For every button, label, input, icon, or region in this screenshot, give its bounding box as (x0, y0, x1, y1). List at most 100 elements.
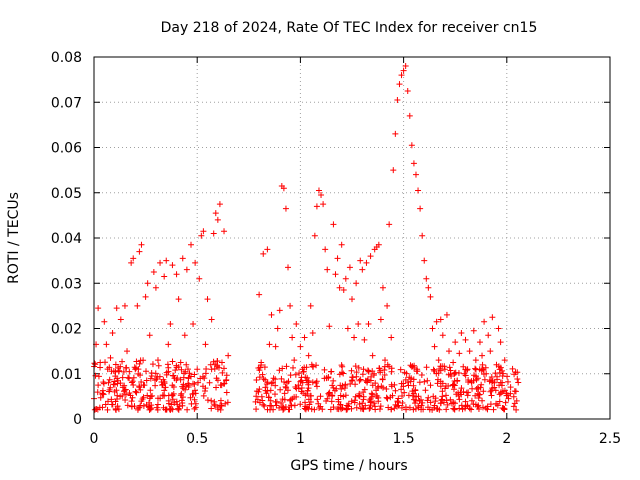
data-point-baseline (329, 382, 336, 389)
data-point-baseline (161, 387, 168, 394)
plot-frame (93, 56, 611, 420)
data-point-baseline (184, 366, 191, 373)
data-point-baseline (303, 404, 310, 411)
data-point-baseline (348, 405, 355, 412)
data-point (190, 320, 197, 327)
data-point-baseline (439, 396, 446, 403)
data-point-baseline (173, 398, 180, 405)
data-point-baseline (460, 363, 467, 370)
data-point (315, 187, 322, 194)
data-point (280, 185, 287, 192)
data-point-baseline (208, 366, 215, 373)
data-point (128, 259, 135, 266)
data-point-baseline (122, 396, 129, 403)
data-point-baseline (106, 376, 113, 383)
data-point (173, 271, 180, 278)
data-point-baseline (200, 392, 207, 399)
y-tick-label: 0.06 (51, 141, 82, 157)
data-point-baseline (301, 364, 308, 371)
data-point-baseline (214, 406, 221, 413)
data-point-baseline (136, 360, 143, 367)
data-point-baseline (195, 379, 202, 386)
data-point (441, 366, 448, 373)
data-point-baseline (372, 380, 379, 387)
data-point (340, 287, 347, 294)
data-point-baseline (117, 363, 124, 370)
data-point-baseline (110, 381, 117, 388)
grid (94, 57, 610, 419)
data-point-baseline (398, 386, 405, 393)
data-point-baseline (124, 402, 131, 409)
data-point-baseline (133, 358, 140, 365)
data-point (402, 63, 409, 70)
data-point (456, 350, 463, 357)
data-point-baseline (450, 381, 457, 388)
data-point-baseline (364, 367, 371, 374)
data-point-baseline (338, 406, 345, 413)
data-point-baseline (159, 392, 166, 399)
data-point-baseline (283, 363, 290, 370)
data-point-baseline (313, 383, 320, 390)
data-point-baseline (500, 370, 507, 377)
data-point-baseline (447, 367, 454, 374)
data-point (225, 352, 232, 359)
data-point-baseline (415, 404, 422, 411)
data-point (109, 330, 116, 337)
data-point-baseline (495, 363, 502, 370)
data-point-baseline (443, 397, 450, 404)
data-point-baseline (262, 376, 269, 383)
data-point (272, 343, 279, 350)
data-point-baseline (328, 368, 335, 375)
data-point (200, 228, 207, 235)
data-point-baseline (348, 398, 355, 405)
data-point (212, 210, 219, 217)
data-point-baseline (217, 397, 224, 404)
data-point (338, 241, 345, 248)
data-point-baseline (366, 405, 373, 412)
data-point (285, 264, 292, 271)
data-point (107, 354, 114, 361)
data-point-baseline (143, 377, 150, 384)
data-point-baseline (359, 371, 366, 378)
data-point-baseline (170, 383, 177, 390)
data-point-baseline (223, 376, 230, 383)
data-point-baseline (126, 368, 133, 375)
data-point-baseline (431, 367, 438, 374)
data-point-baseline (128, 379, 135, 386)
data-point-baseline (309, 363, 316, 370)
data-point-baseline (210, 358, 217, 365)
data-point-baseline (271, 391, 278, 398)
data-point (142, 293, 149, 300)
data-point-baseline (297, 401, 304, 408)
data-point (435, 357, 442, 364)
data-point (479, 352, 486, 359)
data-point-baseline (95, 373, 102, 380)
data-point-baseline (429, 406, 436, 413)
data-point-baseline (337, 401, 344, 408)
data-point-baseline (108, 401, 115, 408)
data-point-baseline (355, 364, 362, 371)
data-point (188, 241, 195, 248)
data-point-baseline (191, 396, 198, 403)
data-point (439, 332, 446, 339)
data-point (379, 284, 386, 291)
data-point-baseline (412, 400, 419, 407)
data-point-baseline (102, 359, 109, 366)
data-point-baseline (421, 378, 428, 385)
data-point-baseline (122, 386, 129, 393)
data-point-baseline (113, 387, 120, 394)
data-point-baseline (427, 399, 434, 406)
data-point-baseline (280, 406, 287, 413)
data-point-baseline (459, 406, 466, 413)
data-point-baseline (472, 365, 479, 372)
data-point-baseline (155, 362, 162, 369)
data-point-baseline (374, 384, 381, 391)
data-point-baseline (172, 367, 179, 374)
data-point-baseline (352, 393, 359, 400)
data-point-baseline (409, 363, 416, 370)
data-point-baseline (179, 402, 186, 409)
data-point-baseline (412, 397, 419, 404)
data-point-baseline (111, 378, 118, 385)
data-point-baseline (164, 361, 171, 368)
data-point (289, 334, 296, 341)
